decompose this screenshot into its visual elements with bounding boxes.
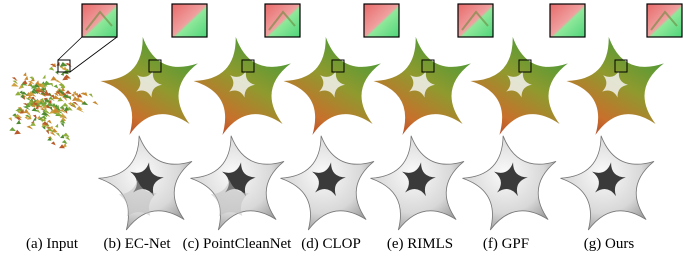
caption: (a) Input bbox=[26, 236, 79, 252]
noisy-point bbox=[65, 90, 72, 94]
zoom-inset bbox=[265, 4, 300, 37]
zoom-inset bbox=[364, 4, 399, 37]
noisy-point bbox=[56, 133, 61, 137]
noisy-point bbox=[9, 127, 16, 131]
caption: (c) PointCleanNet bbox=[183, 236, 293, 252]
noisy-point bbox=[42, 74, 45, 78]
zoom-inset bbox=[647, 4, 682, 37]
caption: (e) RIMLS bbox=[387, 236, 453, 252]
noisy-point bbox=[35, 80, 39, 84]
noisy-point bbox=[62, 103, 69, 107]
noisy-point bbox=[26, 126, 33, 130]
noisy-point bbox=[63, 133, 70, 137]
noisy-point bbox=[61, 123, 65, 127]
noisy-point bbox=[46, 130, 50, 134]
noisy-point bbox=[51, 141, 56, 145]
noisy-point bbox=[64, 75, 71, 79]
noisy-point bbox=[49, 83, 53, 87]
noisy-point bbox=[37, 115, 40, 119]
noisy-point bbox=[71, 93, 74, 97]
noisy-point bbox=[50, 76, 56, 81]
noisy-point bbox=[16, 120, 21, 124]
caption: (g) Ours bbox=[584, 236, 635, 252]
zoom-inset bbox=[458, 4, 493, 37]
noisy-point bbox=[92, 101, 98, 105]
noisy-point bbox=[54, 84, 59, 88]
noisy-point bbox=[49, 67, 54, 71]
noisy-point bbox=[55, 124, 58, 128]
noisy-point bbox=[89, 94, 93, 98]
caption: (b) EC-Net bbox=[103, 236, 171, 252]
noisy-point bbox=[63, 97, 67, 101]
caption: (d) CLOP bbox=[301, 236, 361, 252]
noisy-point bbox=[50, 132, 56, 136]
noisy-point bbox=[8, 117, 12, 121]
zoom-inset bbox=[82, 4, 117, 37]
noisy-point bbox=[23, 72, 26, 76]
noisy-point bbox=[29, 76, 33, 80]
zoom-inset bbox=[550, 4, 585, 37]
noisy-point bbox=[47, 120, 52, 124]
noisy-point bbox=[24, 76, 28, 80]
renders bbox=[8, 4, 682, 230]
figure: (a) Input (b) EC-Net (c) PointCleanNet (… bbox=[0, 0, 683, 259]
noisy-point bbox=[60, 134, 64, 138]
noisy-point bbox=[18, 84, 21, 89]
zoom-connector bbox=[58, 37, 82, 60]
noisy-point bbox=[23, 109, 29, 114]
noisy-point bbox=[62, 140, 68, 144]
noisy-point bbox=[30, 122, 36, 126]
zoom-inset bbox=[172, 4, 207, 37]
caption: (f) GPF bbox=[483, 236, 529, 252]
noisy-point bbox=[11, 83, 19, 87]
noisy-point bbox=[65, 137, 70, 141]
noisy-point bbox=[55, 80, 63, 84]
